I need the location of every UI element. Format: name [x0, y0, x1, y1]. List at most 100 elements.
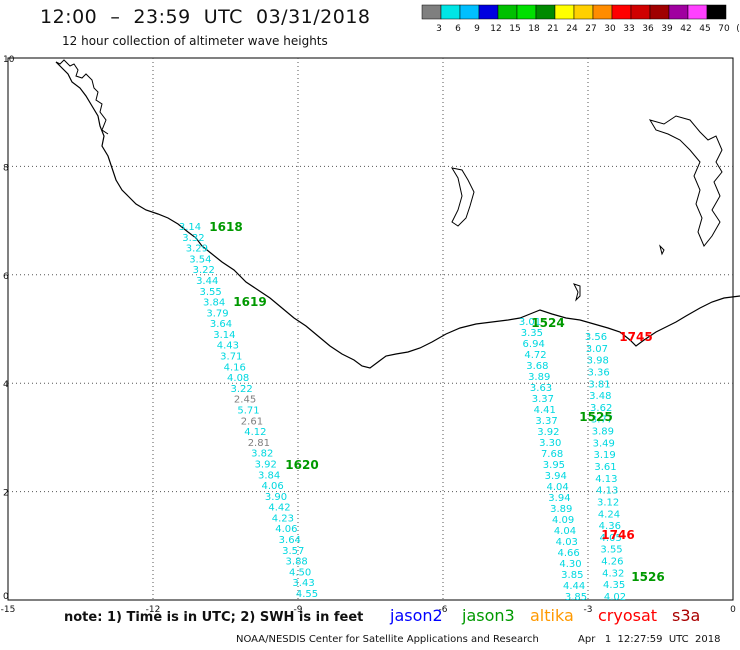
legend-altika: altika — [530, 606, 574, 625]
swh-value: 4.50 — [289, 567, 311, 578]
y-tick-label: 6 — [3, 272, 9, 282]
legend-jason2: jason2 — [390, 606, 443, 625]
swh-value: 3.61 — [594, 462, 616, 473]
colorbar-label: 39 — [661, 24, 673, 34]
swh-value: 4.44 — [563, 581, 585, 592]
swh-value: 4.04 — [546, 482, 568, 493]
swh-value: 3.01 — [519, 317, 541, 328]
swh-value: 7.68 — [541, 449, 563, 460]
colorbar-label: 15 — [509, 24, 520, 34]
swh-value: 4.09 — [552, 515, 574, 526]
swh-value: 3.55 — [200, 287, 222, 298]
x-tick-label: -6 — [439, 605, 448, 615]
swh-value: 3.84 — [203, 298, 225, 309]
swh-value: 4.23 — [272, 513, 294, 524]
swh-value: 3.57 — [282, 546, 304, 557]
y-tick-label: 0 — [3, 592, 9, 602]
map-grid — [7, 57, 734, 601]
swh-value: 3.89 — [592, 427, 614, 438]
swh-value: 4.36 — [599, 521, 621, 532]
swh-value: 3.14 — [179, 222, 201, 233]
colorbar-swatch — [440, 4, 461, 20]
colorbar-swatch — [516, 4, 537, 20]
swh-value: 3.90 — [265, 492, 287, 503]
swh-value: 3.62 — [590, 403, 612, 414]
colorbar-label: 21 — [547, 24, 558, 34]
swh-value: 3.07 — [586, 344, 608, 355]
footer-note: note: 1) Time is in UTC; 2) SWH is in fe… — [64, 610, 364, 625]
swh-value: 3.94 — [548, 493, 570, 504]
y-tick-label: 4 — [3, 380, 9, 390]
swh-value: 3.84 — [258, 470, 280, 481]
swh-value: 2.45 — [234, 395, 256, 406]
plot-frame — [7, 57, 734, 601]
swh-value: 3.85 — [561, 570, 583, 581]
colorbar-label: 33 — [623, 24, 634, 34]
swh-value: 6.94 — [523, 339, 545, 350]
swh-value: 3.37 — [535, 416, 557, 427]
swh-value: 3.82 — [251, 449, 273, 460]
swh-value: 3.14 — [213, 330, 235, 341]
colorbar-label: 9 — [474, 24, 480, 34]
y-tick-label: 10 — [3, 55, 15, 65]
swh-value: 3.44 — [196, 276, 218, 287]
swh-value: 3.55 — [600, 545, 622, 556]
x-tick-label: -3 — [584, 605, 593, 615]
swh-value: 3.95 — [543, 460, 565, 471]
colorbar-swatch — [478, 4, 499, 20]
swh-value: 3.89 — [550, 504, 572, 515]
pass-time-label: 1618 — [209, 220, 242, 234]
colorbar-label: 45 — [699, 24, 710, 34]
swh-value: 4.12 — [244, 427, 266, 438]
pass-time-label: 1619 — [233, 295, 266, 309]
colorbar-swatch — [497, 4, 518, 20]
swh-value: 4.13 — [596, 486, 618, 497]
swh-value: 3.63 — [530, 383, 552, 394]
swh-value: 4.41 — [534, 405, 556, 416]
swh-value: 4.08 — [227, 373, 249, 384]
colorbar-swatch — [421, 4, 442, 20]
swh-value: 3.77 — [591, 415, 613, 426]
colorbar-swatch — [706, 4, 727, 20]
swh-value: 4.05 — [600, 533, 622, 544]
swh-value: 3.37 — [532, 394, 554, 405]
swh-value: 4.02 — [604, 592, 626, 603]
colorbar-swatch — [535, 4, 556, 20]
swh-value: 4.03 — [556, 537, 578, 548]
swh-value: 4.04 — [554, 526, 576, 537]
swh-value: 3.19 — [594, 450, 616, 461]
colorbar-label: 36 — [642, 24, 654, 34]
swh-value: 3.88 — [286, 557, 308, 568]
colorbar-label: 24 — [566, 24, 578, 34]
swh-value: 3.22 — [193, 265, 215, 276]
swh-value: 2.61 — [241, 416, 263, 427]
swh-value: 3.56 — [585, 332, 607, 343]
swh-value: 4.06 — [261, 481, 283, 492]
colorbar-swatch — [649, 4, 670, 20]
swh-value: 3.71 — [220, 352, 242, 363]
swh-value: 4.43 — [217, 341, 239, 352]
colorbar-label: (ft) — [736, 24, 740, 34]
colorbar-label: 27 — [585, 24, 596, 34]
swh-value: 3.92 — [255, 459, 277, 470]
swh-value: 4.66 — [558, 548, 580, 559]
swh-observations: 3.143.323.293.543.223.443.553.843.793.64… — [179, 222, 626, 603]
y-tick-label: 2 — [3, 489, 9, 499]
swh-value: 3.85 — [565, 592, 587, 603]
swh-value: 3.94 — [545, 471, 567, 482]
coast-detail-north — [55, 59, 109, 135]
colorbar-label: 3 — [436, 24, 442, 34]
footer-timestamp: Apr 1 12:27:59 UTC 2018 — [578, 634, 721, 645]
colorbar-swatch — [554, 4, 575, 20]
pass-time-label: 1745 — [619, 330, 652, 344]
colorbar-swatch — [573, 4, 594, 20]
swh-value: 3.49 — [593, 438, 615, 449]
island-3 — [648, 115, 723, 247]
swh-value: 4.26 — [601, 557, 623, 568]
swh-value: 3.35 — [521, 328, 543, 339]
colorbar-label: 18 — [528, 24, 540, 34]
swh-value: 3.48 — [589, 391, 611, 402]
swh-value: 4.35 — [603, 580, 625, 591]
legend-cryosat: cryosat — [598, 606, 658, 625]
x-tick-label: -12 — [146, 605, 161, 615]
